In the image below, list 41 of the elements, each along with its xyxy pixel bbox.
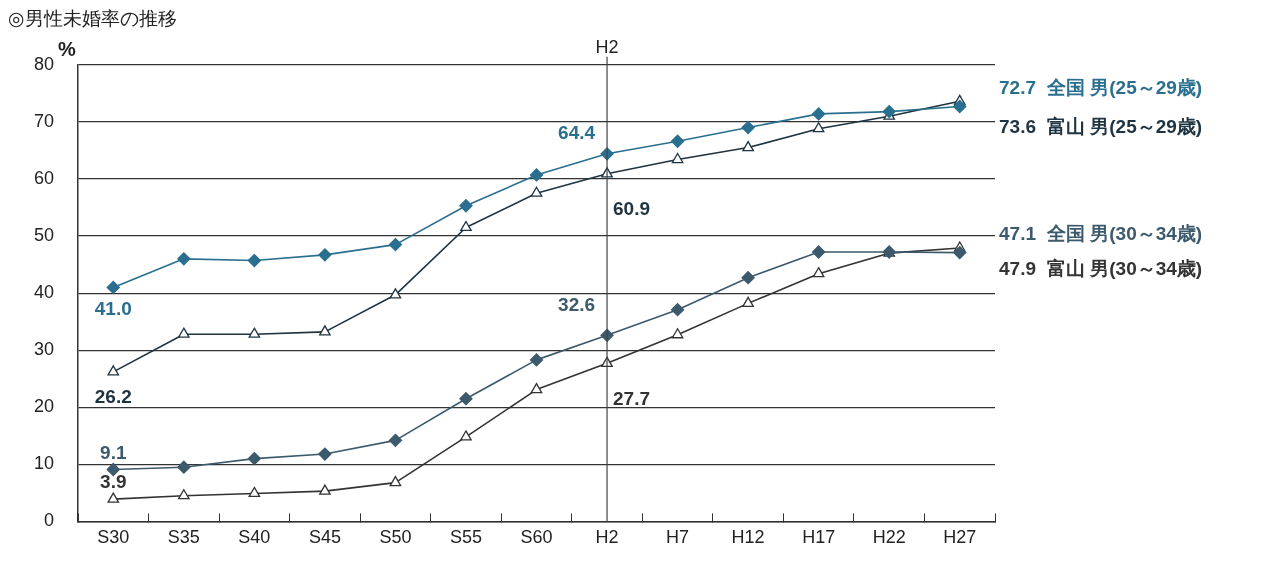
y-tick-label: 80: [33, 53, 55, 74]
data-label: 32.6: [558, 293, 596, 315]
data-label: 73.6: [999, 115, 1036, 137]
chart-title: ◎男性未婚率の推移: [8, 6, 177, 31]
y-tick-label: 10: [33, 453, 55, 474]
data-label: 60.9: [613, 198, 651, 220]
text: 富山 男(30～34歳): [1047, 258, 1203, 280]
y-tick-label: 70: [33, 110, 55, 131]
x-tick-label: S55: [449, 527, 482, 548]
data-label: 72.7: [999, 76, 1036, 98]
y-tick-label: 30: [33, 339, 55, 360]
x-tick-label: H12: [731, 527, 765, 548]
y-tick-label: 20: [33, 396, 55, 417]
x-tick-label: S45: [308, 527, 341, 548]
x-tick-label: H7: [666, 527, 690, 548]
ref-line-label: H2: [595, 36, 619, 57]
text: 全国 男(30～34歳): [1046, 222, 1203, 244]
text: 富山 男(25～29歳): [1047, 115, 1203, 137]
data-label: 47.9: [999, 258, 1036, 280]
x-tick-label: S60: [520, 527, 553, 548]
x-tick-label: H2: [595, 527, 619, 548]
data-label: 41.0: [94, 297, 132, 319]
data-label: 47.1: [999, 222, 1037, 244]
x-tick-label: H27: [943, 527, 977, 548]
y-tick-label: 60: [33, 167, 55, 188]
x-tick-label: H22: [872, 527, 906, 548]
x-tick-label: S30: [97, 527, 130, 548]
y-tick-label: 40: [33, 282, 55, 303]
text: 全国 男(25～29歳): [1046, 76, 1203, 98]
x-tick-label: S50: [379, 527, 412, 548]
x-tick-label: S35: [167, 527, 200, 548]
data-label: 27.7: [613, 387, 651, 409]
y-axis-title: %: [58, 38, 77, 61]
data-label: 9.1: [100, 441, 127, 463]
y-tick-label: 0: [44, 510, 55, 531]
x-tick-label: S40: [238, 527, 271, 548]
x-tick-label: H17: [802, 527, 836, 548]
data-label: 64.4: [558, 122, 596, 144]
data-label: 26.2: [94, 386, 132, 408]
data-label: 3.9: [100, 471, 127, 493]
y-tick-label: 50: [33, 224, 55, 245]
